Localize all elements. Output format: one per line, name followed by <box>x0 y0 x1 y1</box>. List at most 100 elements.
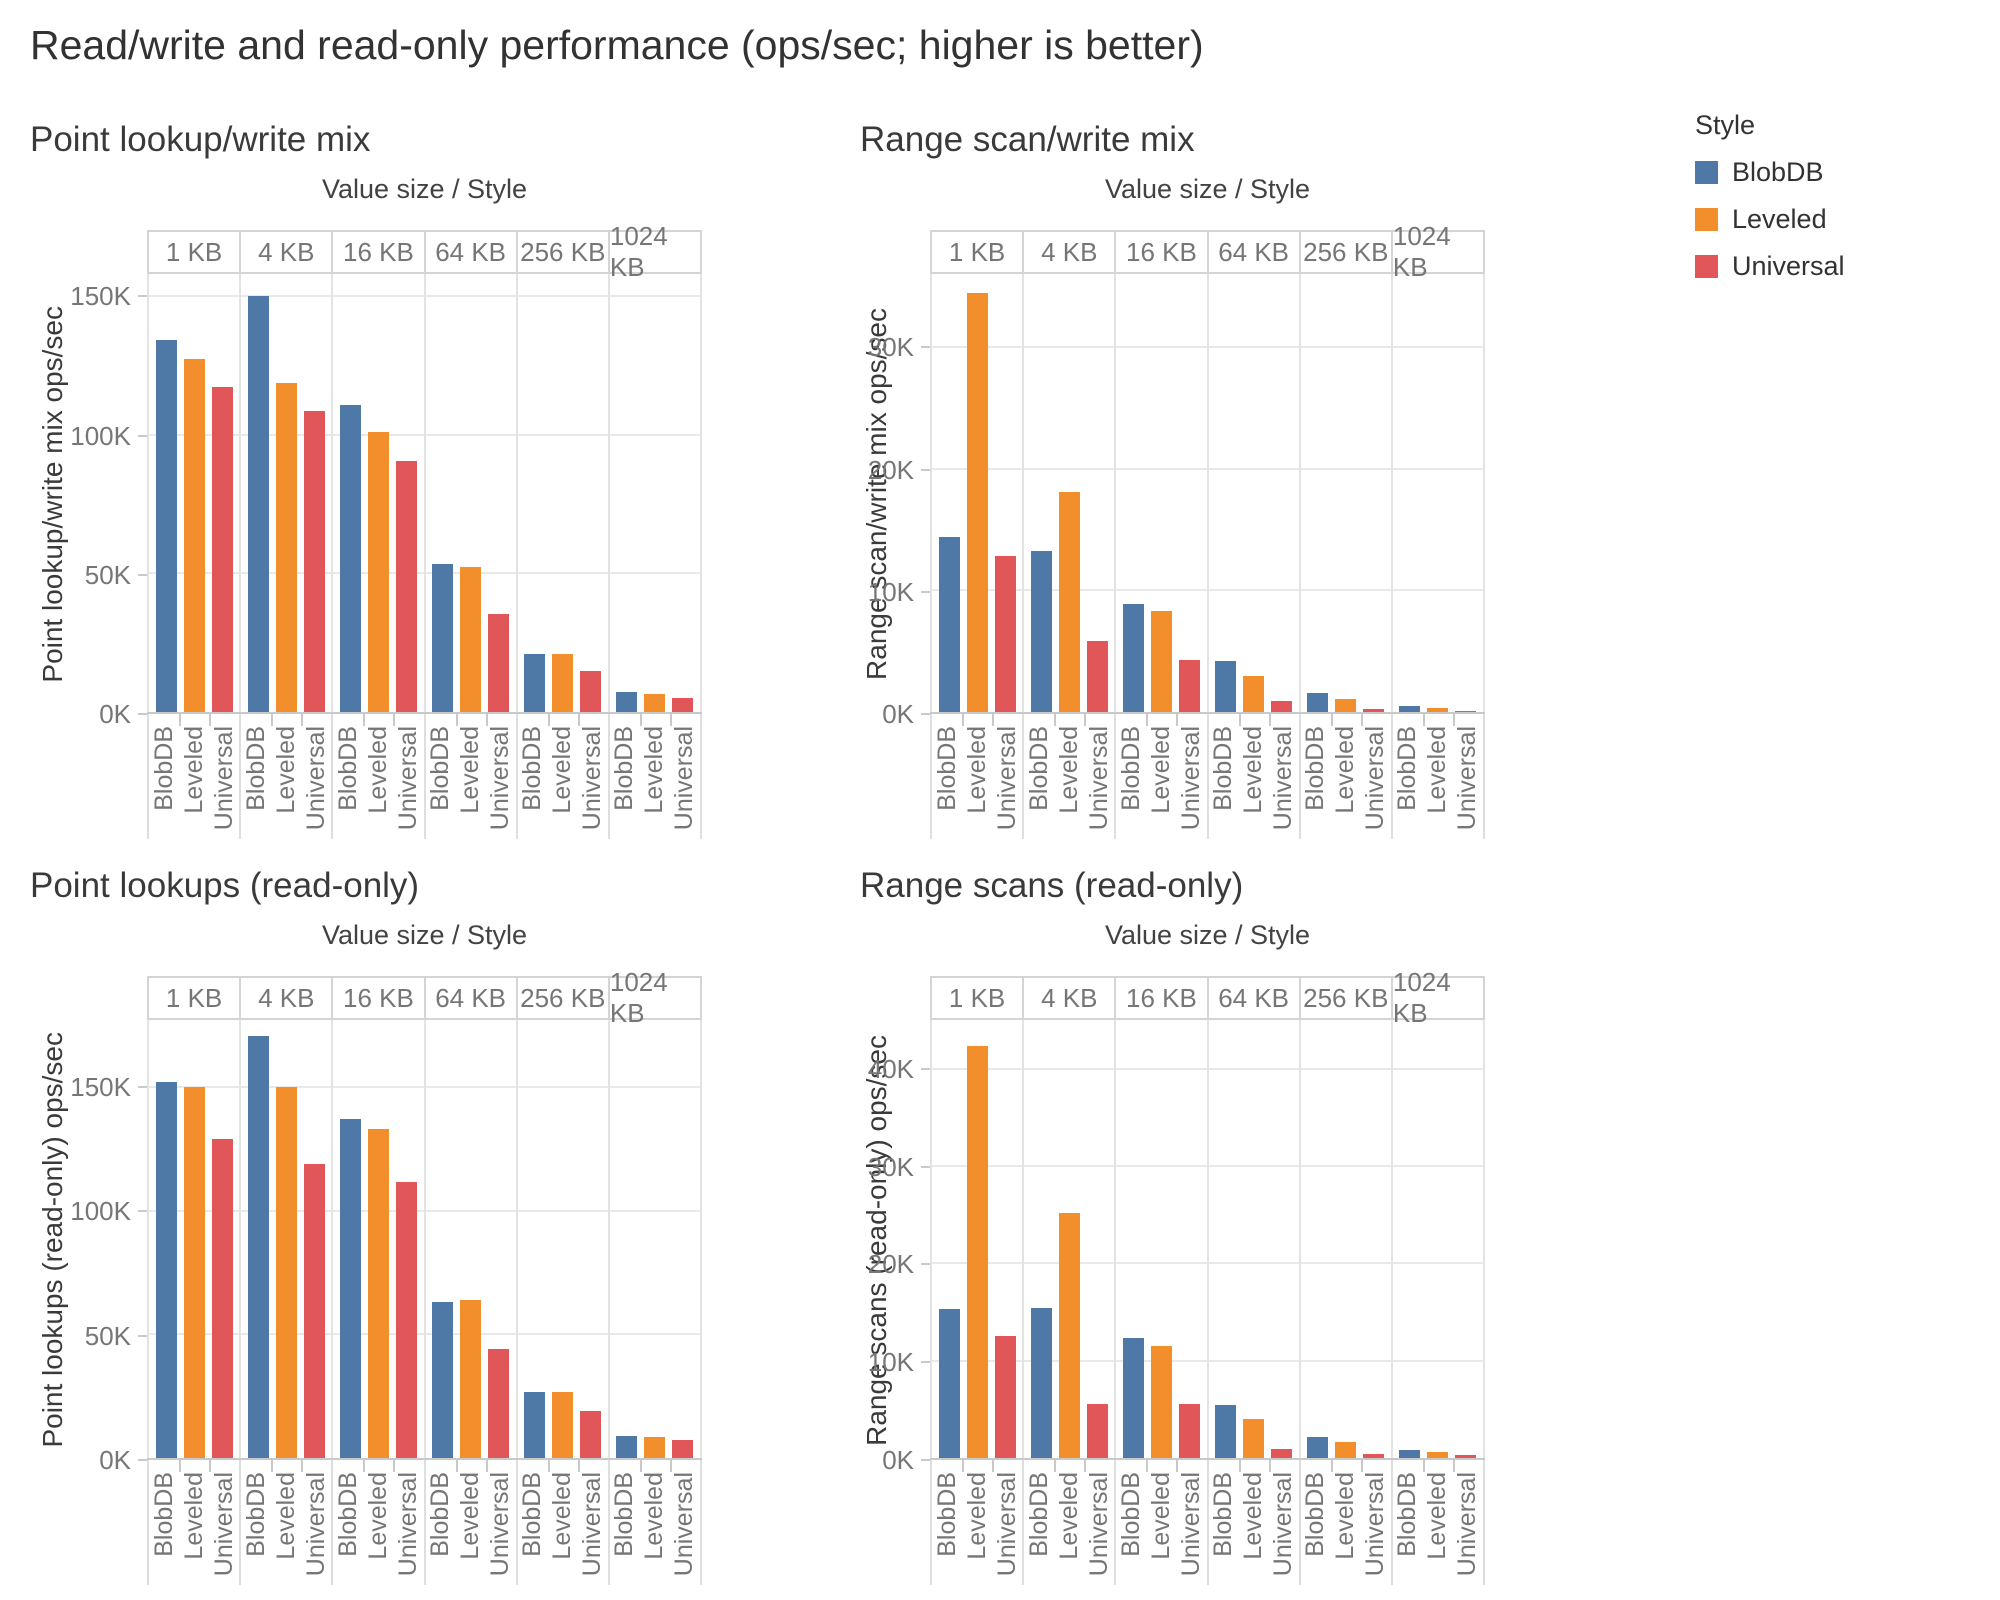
bar-leveled-64KB[interactable] <box>1243 675 1265 712</box>
bar-universal-16KB[interactable] <box>1178 659 1200 712</box>
bar-universal-256KB[interactable] <box>580 1410 602 1458</box>
bar-blobdb-16KB[interactable] <box>339 1118 361 1458</box>
bar-universal-4KB[interactable] <box>303 410 325 712</box>
bar-leveled-1KB[interactable] <box>183 1086 205 1458</box>
legend-item-blobdb[interactable]: BlobDB <box>1695 157 1955 188</box>
bar-universal-256KB[interactable] <box>1363 1454 1385 1458</box>
style-label-blobdb: BlobDB <box>426 726 455 811</box>
bar-universal-16KB[interactable] <box>395 460 417 712</box>
legend-item-leveled[interactable]: Leveled <box>1695 204 1955 235</box>
bar-leveled-4KB[interactable] <box>275 383 297 712</box>
bar-blobdb-1KB[interactable] <box>938 536 960 712</box>
bar-leveled-4KB[interactable] <box>1058 1212 1080 1458</box>
bar-blobdb-256KB[interactable] <box>1307 692 1329 712</box>
bar-universal-1024KB[interactable] <box>1455 710 1477 712</box>
bar-leveled-1024KB[interactable] <box>1427 1452 1449 1458</box>
bar-leveled-1KB[interactable] <box>183 359 205 712</box>
bar-leveled-16KB[interactable] <box>1150 1346 1172 1458</box>
category-tick-mark <box>179 714 182 726</box>
bar-blobdb-1024KB[interactable] <box>1399 705 1421 712</box>
bar-universal-16KB[interactable] <box>1178 1403 1200 1458</box>
bar-blobdb-4KB[interactable] <box>247 1036 269 1458</box>
bar-leveled-1024KB[interactable] <box>1427 707 1449 712</box>
bar-blobdb-1KB[interactable] <box>155 339 177 712</box>
bar-blobdb-1024KB[interactable] <box>616 1436 638 1458</box>
bar-leveled-4KB[interactable] <box>275 1086 297 1458</box>
category-cell-4KB <box>239 274 331 712</box>
y-tick-mark <box>138 1210 147 1213</box>
style-label-universal: Universal <box>1269 1472 1298 1577</box>
bar-leveled-16KB[interactable] <box>367 432 389 712</box>
category-axis-labels: BlobDB Leveled Universal BlobDB Leveled Unive… <box>930 1460 1486 1585</box>
style-label-universal: Universal <box>1176 726 1205 831</box>
bar-leveled-256KB[interactable] <box>1335 1442 1357 1458</box>
value-size-label-16KB: 16 KB <box>1114 978 1206 1018</box>
legend: Style BlobDB Leveled Universal <box>1695 110 1955 298</box>
bar-universal-1KB[interactable] <box>211 387 233 712</box>
bar-universal-4KB[interactable] <box>1086 1404 1108 1458</box>
bar-universal-1KB[interactable] <box>211 1138 233 1458</box>
bar-universal-256KB[interactable] <box>1363 708 1385 712</box>
bar-universal-1024KB[interactable] <box>672 1440 694 1458</box>
style-labels-16KB: BlobDB Leveled Universal <box>1114 1460 1206 1585</box>
bar-universal-64KB[interactable] <box>1271 701 1293 712</box>
bar-leveled-64KB[interactable] <box>1243 1419 1265 1458</box>
style-label-blobdb: BlobDB <box>518 726 547 811</box>
y-tick-label-0K: 0K <box>99 1445 131 1475</box>
value-size-label-4KB: 4 KB <box>1022 978 1114 1018</box>
bar-blobdb-256KB[interactable] <box>524 1391 546 1458</box>
bar-universal-4KB[interactable] <box>303 1163 325 1458</box>
bar-blobdb-4KB[interactable] <box>247 296 269 712</box>
bar-leveled-1024KB[interactable] <box>644 693 666 712</box>
bar-leveled-64KB[interactable] <box>460 1299 482 1458</box>
bar-blobdb-64KB[interactable] <box>432 1302 454 1458</box>
bar-blobdb-4KB[interactable] <box>1030 1308 1052 1458</box>
style-label-universal: Universal <box>1269 726 1298 831</box>
y-tick-mark <box>921 468 930 471</box>
bar-universal-1KB[interactable] <box>994 556 1016 712</box>
bar-universal-4KB[interactable] <box>1086 641 1108 712</box>
legend-item-universal[interactable]: Universal <box>1695 251 1955 282</box>
bar-leveled-256KB[interactable] <box>1335 698 1357 712</box>
legend-swatch-icon <box>1695 255 1718 278</box>
bar-leveled-1KB[interactable] <box>966 1046 988 1458</box>
bar-leveled-4KB[interactable] <box>1058 491 1080 712</box>
bar-universal-16KB[interactable] <box>395 1182 417 1458</box>
bar-blobdb-16KB[interactable] <box>1122 1338 1144 1458</box>
bar-universal-64KB[interactable] <box>488 1349 510 1458</box>
style-label-leveled: Leveled <box>640 1472 669 1560</box>
style-labels-1KB: BlobDB Leveled Universal <box>930 1460 1022 1585</box>
bar-universal-64KB[interactable] <box>488 614 510 712</box>
category-cell-64KB <box>423 1020 516 1458</box>
category-cell-256KB <box>1298 1020 1391 1458</box>
bar-blobdb-64KB[interactable] <box>432 563 454 712</box>
bar-blobdb-64KB[interactable] <box>1215 660 1237 712</box>
bar-universal-256KB[interactable] <box>580 670 602 712</box>
style-label-blobdb: BlobDB <box>1024 1472 1053 1557</box>
bar-leveled-1024KB[interactable] <box>644 1436 666 1458</box>
category-tick-mark <box>209 714 212 726</box>
bar-blobdb-16KB[interactable] <box>339 404 361 712</box>
bar-leveled-256KB[interactable] <box>552 1391 574 1458</box>
bar-universal-64KB[interactable] <box>1271 1449 1293 1458</box>
bar-leveled-256KB[interactable] <box>552 653 574 712</box>
style-label-universal: Universal <box>393 1472 422 1577</box>
bar-universal-1024KB[interactable] <box>672 698 694 712</box>
bar-blobdb-16KB[interactable] <box>1122 603 1144 712</box>
bar-universal-1KB[interactable] <box>994 1336 1016 1458</box>
chart-title: Point lookup/write mix <box>30 120 371 159</box>
bar-blobdb-1KB[interactable] <box>155 1081 177 1458</box>
bar-blobdb-4KB[interactable] <box>1030 551 1052 712</box>
bar-blobdb-1024KB[interactable] <box>1399 1450 1421 1458</box>
bar-leveled-1KB[interactable] <box>966 293 988 712</box>
y-tick-mark <box>921 346 930 349</box>
bar-leveled-16KB[interactable] <box>1150 611 1172 712</box>
bar-blobdb-256KB[interactable] <box>1307 1436 1329 1458</box>
bar-blobdb-256KB[interactable] <box>524 653 546 712</box>
bar-leveled-16KB[interactable] <box>367 1128 389 1458</box>
bar-universal-1024KB[interactable] <box>1455 1454 1477 1458</box>
bar-blobdb-1KB[interactable] <box>938 1309 960 1458</box>
bar-leveled-64KB[interactable] <box>460 567 482 712</box>
bar-blobdb-1024KB[interactable] <box>616 692 638 712</box>
bar-blobdb-64KB[interactable] <box>1215 1405 1237 1458</box>
